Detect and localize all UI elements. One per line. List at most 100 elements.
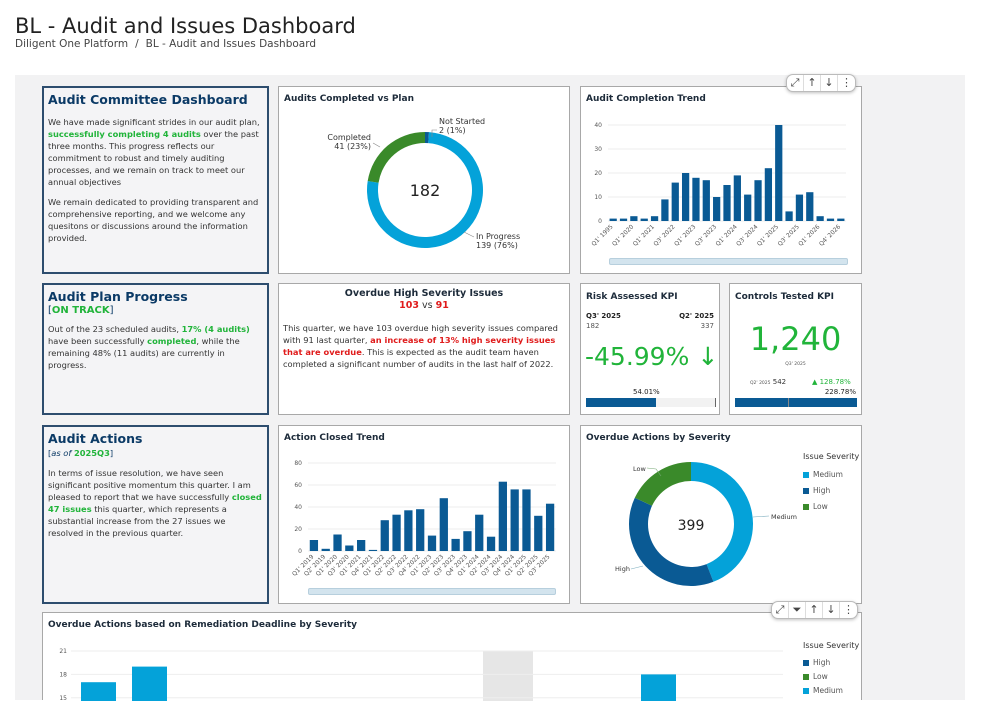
y-tick-label: 15 <box>59 695 67 701</box>
value-completed: 41 (23%) <box>334 142 371 151</box>
action-closed-trend-card: Action Closed Trend 0 20 40 60 80 Q1' 2019 Q2'… <box>278 425 570 604</box>
card-title: Audit Actions <box>48 431 143 446</box>
kpi-title: Risk Assessed KPI <box>586 292 678 302</box>
previous-period-label: Q2' 2025 <box>679 312 714 320</box>
y-tick-label: 18 <box>59 671 67 678</box>
chart-title: Overdue Actions based on Remediation Dea… <box>48 620 358 630</box>
breadcrumb-separator: / <box>135 38 139 50</box>
arrow-down-icon[interactable]: ↓ <box>823 602 840 618</box>
plan-progress-text: Out of the 23 scheduled audits, 17% (4 a… <box>48 324 250 370</box>
label-medium: Medium <box>771 513 797 521</box>
legend-item-high[interactable]: High <box>803 658 859 667</box>
donut-total: 399 <box>678 518 705 534</box>
breadcrumb: Diligent One Platform / BL - Audit and Iss… <box>15 38 316 50</box>
bar <box>357 540 366 551</box>
leader-line <box>646 467 662 477</box>
bar <box>671 182 679 221</box>
audit-plan-progress-card: Audit Plan Progress [ON TRACK] Out of th… <box>42 283 269 415</box>
card-title: Audit Committee Dashboard <box>48 92 248 107</box>
progress-label: 54.01% <box>633 388 660 396</box>
chart-scrollbar[interactable] <box>308 588 556 595</box>
bar <box>416 509 425 551</box>
bar <box>764 168 773 221</box>
donut-slice-medium <box>691 462 753 582</box>
bar <box>486 536 496 551</box>
committee-text-2: We remain dedicated to providing transpa… <box>48 197 259 243</box>
legend-item-medium[interactable]: Medium <box>803 470 859 479</box>
value-in-progress: 139 (76%) <box>476 241 518 250</box>
bar <box>681 173 690 221</box>
donut-slice-completed <box>367 132 425 183</box>
filter-icon[interactable]: ⏷ <box>789 602 806 618</box>
y-tick-label: 30 <box>594 146 602 153</box>
chart-scrollbar[interactable] <box>609 258 848 265</box>
more-vertical-icon[interactable]: ⋮ <box>843 603 854 616</box>
severity-donut-chart: 399 Medium High Low <box>615 462 797 586</box>
legend-item-high[interactable]: High <box>803 486 859 495</box>
bar <box>806 192 814 221</box>
bar <box>510 489 519 551</box>
y-tick-label: 40 <box>594 122 602 129</box>
legend-item-low[interactable]: Low <box>803 672 859 681</box>
chart-title: Audits Completed vs Plan <box>284 94 414 104</box>
current-period-value: 182 <box>586 322 600 330</box>
progress-label: 228.78% <box>824 388 856 396</box>
leader-line <box>463 231 475 238</box>
label-low: Low <box>633 465 646 473</box>
bar <box>702 180 710 221</box>
arrow-up-icon[interactable]: ↑ <box>806 602 823 618</box>
donut-slice-low <box>634 462 691 506</box>
y-tick-label: 21 <box>59 648 67 655</box>
y-tick-label: 20 <box>294 526 302 533</box>
kpi-progress-bar <box>735 398 857 407</box>
bar <box>775 125 783 221</box>
leader-line <box>372 142 381 148</box>
audit-actions-card: Audit Actions [as of 2025Q3] In terms of… <box>42 425 269 604</box>
expand-icon[interactable]: ⤢ <box>787 75 804 91</box>
legend-item-low[interactable]: Low <box>803 502 859 511</box>
arrow-up-icon[interactable]: ↑ <box>804 75 821 91</box>
bar <box>132 666 167 701</box>
remediation-deadline-card: Overdue Actions based on Remediation Dea… <box>42 612 862 701</box>
bar <box>733 175 741 221</box>
bar <box>692 177 700 221</box>
label-completed: Completed <box>327 133 371 142</box>
actions-text: In terms of issue resolution, we have se… <box>48 468 262 538</box>
expand-icon[interactable]: ⤢ <box>772 602 789 618</box>
audit-committee-card: Audit Committee Dashboard We have made s… <box>42 86 269 274</box>
bar <box>744 194 752 221</box>
legend-item-medium[interactable]: Medium <box>803 686 859 695</box>
arrow-down-icon[interactable]: ↓ <box>821 75 838 91</box>
more-vertical-icon[interactable]: ⋮ <box>841 76 852 89</box>
audits-completed-card: Audits Completed vs Plan 182 Not Started 2… <box>278 86 570 274</box>
y-tick-label: 40 <box>294 504 302 511</box>
kpi-title: Controls Tested KPI <box>735 292 834 302</box>
bar <box>309 540 319 551</box>
breadcrumb-link-platform[interactable]: Diligent One Platform <box>15 38 129 50</box>
bar <box>630 216 638 221</box>
y-tick-label: 20 <box>594 170 602 177</box>
bar <box>619 218 628 221</box>
x-tick-label: Q4' 2026 <box>818 223 842 247</box>
bar <box>475 514 484 551</box>
y-tick-label: 80 <box>294 460 302 467</box>
previous-period: Q2' 2025 542 <box>750 378 787 386</box>
bar <box>321 548 330 551</box>
donut-slice-not-started <box>425 132 430 144</box>
label-not-started: Not Started <box>439 117 485 126</box>
previous-period-value: 337 <box>700 322 714 330</box>
y-tick-label: 0 <box>298 548 302 555</box>
bar <box>795 194 804 221</box>
current-period-label: Q3' 2025 <box>586 312 621 320</box>
bar <box>641 674 676 701</box>
bar <box>545 503 555 551</box>
leader-line <box>431 129 437 137</box>
bar <box>463 531 472 551</box>
leader-line <box>630 565 644 570</box>
breadcrumb-current: BL - Audit and Issues Dashboard <box>145 38 317 50</box>
bar <box>826 218 835 221</box>
page-title: BL - Audit and Issues Dashboard <box>15 14 356 38</box>
